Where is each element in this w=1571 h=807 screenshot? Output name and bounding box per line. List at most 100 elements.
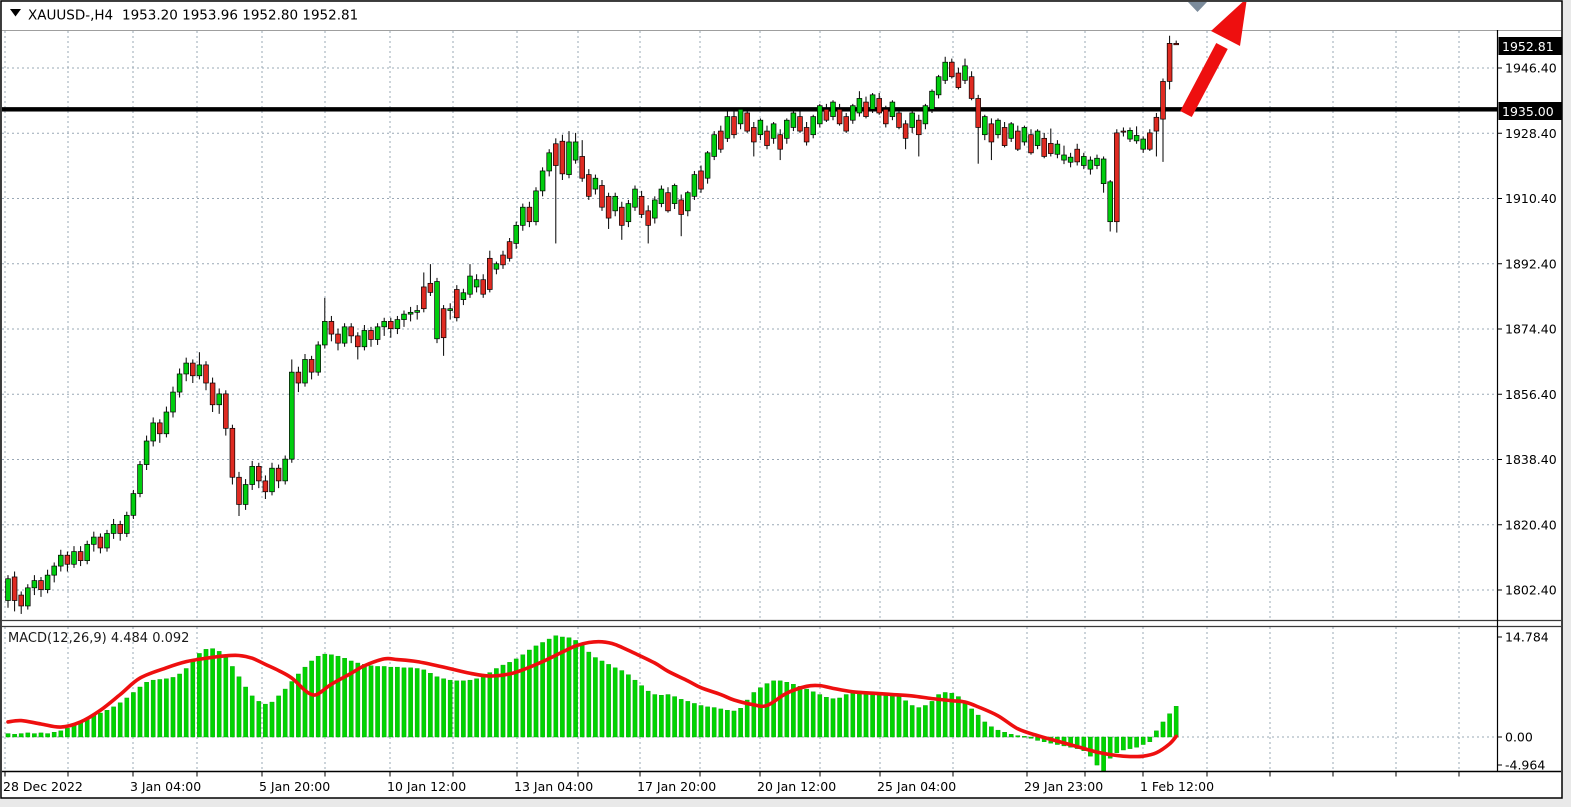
candle-body — [374, 326, 381, 340]
trend-arrow-shaft[interactable] — [1180, 42, 1228, 118]
candle-body — [427, 282, 434, 293]
macd-bar — [32, 733, 37, 738]
down-triangle-marker[interactable] — [1188, 2, 1207, 12]
candle-body — [64, 554, 71, 565]
trend-arrow-head[interactable] — [1211, 0, 1247, 46]
price-tick-label: 1820.40 — [1505, 517, 1557, 532]
macd-bar — [751, 692, 757, 738]
trend-arrow-annotation[interactable] — [1180, 0, 1247, 118]
time-tick-label: 17 Jan 20:00 — [637, 779, 716, 794]
time-axis[interactable]: 28 Dec 2022 3 Jan 04:00 5 Jan 20:00 10 Jan … — [3, 771, 1460, 795]
candle-body — [335, 333, 341, 344]
macd-bar — [98, 712, 103, 738]
level-line-1935[interactable] — [2, 107, 1497, 112]
macd-bar — [401, 667, 407, 738]
candle-body — [572, 141, 579, 161]
macd-bar — [520, 654, 526, 738]
candle-body — [104, 533, 110, 549]
time-tick-label: 29 Jan 23:00 — [1024, 779, 1103, 794]
candle-body — [328, 321, 335, 335]
candle-body — [1094, 157, 1100, 166]
symbol-dropdown-icon[interactable] — [10, 9, 21, 17]
candle-body — [1067, 156, 1074, 163]
candle-body — [381, 321, 387, 328]
macd-bar — [698, 705, 704, 738]
candle-body — [711, 134, 717, 157]
candle-body — [704, 152, 711, 179]
candle-body — [850, 105, 856, 121]
macd-bar — [421, 669, 427, 738]
macd-bar — [249, 695, 255, 738]
gray-down-marker-icon[interactable] — [1188, 2, 1207, 12]
macd-bar — [137, 686, 143, 738]
candlestick-series — [5, 35, 1179, 614]
candle-body — [988, 123, 995, 143]
candle-body — [289, 371, 295, 460]
macd-bar — [210, 648, 215, 738]
macd-bar — [705, 706, 710, 738]
candle-body — [407, 311, 414, 315]
macd-bar — [395, 666, 400, 738]
macd-bar — [124, 697, 130, 738]
candle-body — [619, 206, 625, 226]
candle-body — [302, 359, 308, 384]
candle-body — [84, 543, 90, 561]
macd-bar — [177, 673, 182, 738]
macd-bar — [843, 694, 849, 738]
price-tick-label: 1946.40 — [1505, 61, 1557, 76]
macd-bar — [51, 732, 57, 738]
candle-body — [421, 286, 427, 310]
candle-body — [592, 177, 599, 190]
candle-body — [929, 90, 935, 110]
time-tick-label: 10 Jan 12:00 — [387, 779, 466, 794]
candle-body — [1173, 42, 1179, 46]
price-axis[interactable]: 1946.40 1928.40 1910.40 1892.40 1874.40 1856.… — [1497, 61, 1557, 598]
macd-bar — [1173, 706, 1179, 738]
macd-bar — [777, 680, 783, 738]
candle-body — [863, 101, 869, 117]
candle-body — [671, 185, 678, 204]
macd-bar — [632, 679, 638, 738]
candle-body — [256, 466, 262, 482]
candle-body — [170, 391, 176, 413]
candle-body — [18, 594, 24, 607]
macd-bar — [916, 707, 922, 738]
candle-body — [724, 116, 731, 139]
time-tick-label: 1 Feb 12:00 — [1140, 779, 1214, 794]
macd-bar — [1015, 735, 1021, 738]
candle-body — [447, 308, 453, 311]
horizontal-level-line-1935[interactable] — [2, 107, 1497, 112]
candle-body — [1081, 156, 1087, 166]
time-tick-label: 5 Jan 20:00 — [259, 779, 330, 794]
candle-body — [1133, 135, 1140, 142]
macd-bar — [1121, 736, 1126, 751]
candle-body — [1015, 130, 1021, 150]
macd-axis[interactable]: 14.784 0.00 -4.964 — [1497, 630, 1549, 773]
macd-bar — [1167, 713, 1172, 738]
candle-body — [526, 206, 533, 223]
macd-bar — [441, 678, 446, 738]
candle-body — [1041, 137, 1047, 157]
macd-bar — [203, 649, 209, 738]
macd-bar — [929, 701, 935, 738]
macd-bar — [830, 698, 836, 738]
macd-bar — [302, 666, 308, 738]
macd-bar — [131, 692, 136, 738]
macd-bar — [718, 708, 724, 738]
candle-body — [454, 289, 460, 319]
candle-body — [803, 127, 810, 143]
macd-bar — [771, 680, 776, 738]
macd-bar — [586, 651, 592, 738]
candle-body — [896, 112, 902, 128]
macd-bar — [711, 707, 717, 738]
macd-bar — [467, 679, 473, 738]
candle-body — [1001, 127, 1008, 146]
macd-bar — [329, 654, 334, 738]
macd-bar — [685, 701, 691, 738]
candle-body — [394, 319, 401, 329]
macd-bar — [1074, 736, 1080, 749]
macd-bar — [989, 726, 994, 738]
macd-bar — [956, 696, 961, 738]
candle-body — [685, 192, 691, 212]
